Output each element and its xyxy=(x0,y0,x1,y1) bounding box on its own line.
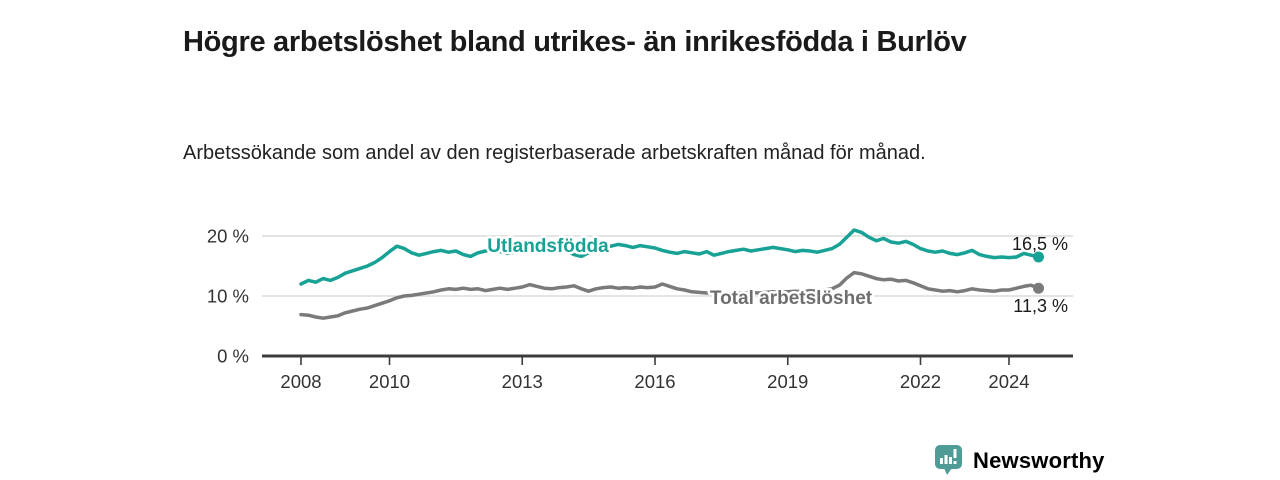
y-tick-label: 20 % xyxy=(207,226,249,247)
x-tick-label: 2010 xyxy=(369,371,410,392)
series-line-total xyxy=(299,270,1041,320)
x-tick-label: 2013 xyxy=(502,371,543,392)
y-tick-label: 10 % xyxy=(207,286,249,307)
x-tick-label: 2024 xyxy=(988,371,1029,392)
series-inline-labels: Utlandsfödda Total arbetslöshet xyxy=(485,234,875,312)
series-label-utlandsfodda: Utlandsfödda xyxy=(487,236,609,257)
x-axis-labels: 2008 2010 2013 2016 2019 2022 2024 xyxy=(280,371,1029,392)
chart-title: Högre arbetslöshet bland utrikes- än inr… xyxy=(183,26,967,59)
newsworthy-logo-icon xyxy=(935,445,962,475)
y-tick-label: 0 % xyxy=(217,346,249,367)
x-tick-label: 2019 xyxy=(767,371,808,392)
newsworthy-brand-text: Newsworthy xyxy=(973,447,1105,473)
series-end-value-labels: 16,5 % 11,3 % xyxy=(1012,234,1068,316)
end-value-label-utlandsfodda: 16,5 % xyxy=(1012,234,1068,254)
newsworthy-brand: Newsworthy xyxy=(934,444,1105,477)
x-tick-label: 2008 xyxy=(280,371,321,392)
series-lines xyxy=(299,228,1045,320)
x-axis xyxy=(262,354,1073,365)
x-tick-label: 2022 xyxy=(900,371,941,392)
end-value-label-total: 11,3 % xyxy=(1013,296,1068,316)
y-axis-labels: 0 % 10 % 20 % xyxy=(207,226,249,367)
series-line-utlandsfodda xyxy=(299,228,1041,286)
series-end-dot-utlandsfodda xyxy=(1033,251,1045,263)
chart-subtitle: Arbetssökande som andel av den registerb… xyxy=(183,142,926,164)
x-tick-label: 2016 xyxy=(634,371,675,392)
series-label-total: Total arbetslöshet xyxy=(710,288,873,309)
series-end-dot-total xyxy=(1033,282,1045,294)
